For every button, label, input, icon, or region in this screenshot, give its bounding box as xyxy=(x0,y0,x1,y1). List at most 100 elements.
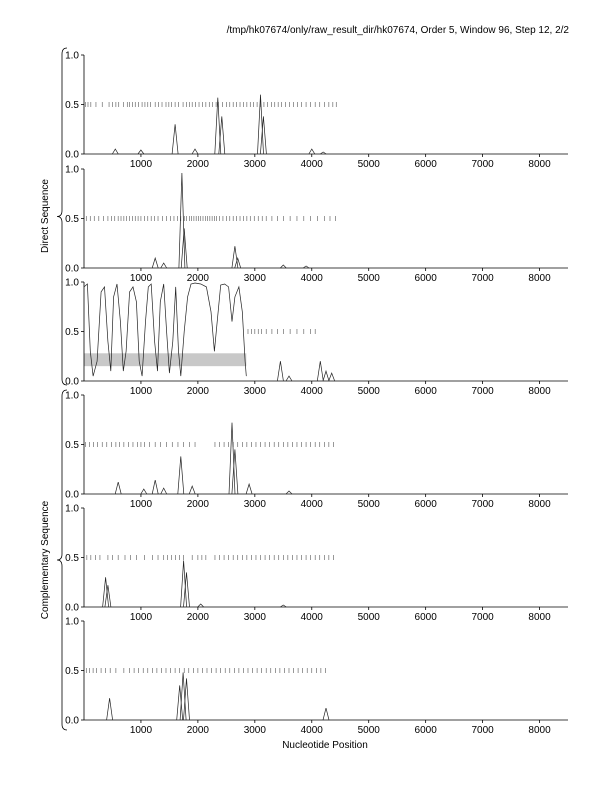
y-tick-label: 1.0 xyxy=(65,504,79,515)
peak xyxy=(140,488,148,495)
x-tick-label: 2000 xyxy=(187,386,210,397)
peak xyxy=(277,361,284,382)
x-tick-label: 3000 xyxy=(244,612,267,623)
x-tick-label: 8000 xyxy=(528,386,551,397)
x-tick-label: 7000 xyxy=(471,612,494,623)
peak xyxy=(328,372,336,382)
y-tick-label: 1.0 xyxy=(65,51,79,62)
x-tick-label: 8000 xyxy=(528,725,551,736)
y-tick-label: 1.0 xyxy=(65,391,79,402)
y-tick-label: 1.0 xyxy=(65,617,79,628)
x-tick-label: 3000 xyxy=(244,273,267,284)
peak xyxy=(160,262,167,269)
peak xyxy=(183,678,190,721)
x-tick-label: 6000 xyxy=(415,725,438,736)
peak xyxy=(151,256,159,269)
peak xyxy=(171,124,179,155)
x-tick-label: 4000 xyxy=(301,725,324,736)
peak xyxy=(160,487,168,495)
peak xyxy=(285,490,293,495)
peak xyxy=(316,361,324,382)
x-tick-label: 7000 xyxy=(471,499,494,510)
x-tick-label: 7000 xyxy=(471,386,494,397)
x-tick-label: 4000 xyxy=(301,612,324,623)
x-tick-label: 8000 xyxy=(528,273,551,284)
x-tick-label: 5000 xyxy=(358,386,381,397)
x-tick-label: 4000 xyxy=(301,273,324,284)
file-header: /tmp/hk07674/only/raw_result_dir/hk07674… xyxy=(226,25,569,36)
peak xyxy=(188,485,196,495)
y-tick-label: 0.5 xyxy=(65,440,79,451)
x-tick-label: 7000 xyxy=(471,725,494,736)
x-tick-label: 7000 xyxy=(471,159,494,170)
peak xyxy=(322,708,330,721)
x-tick-label: 5000 xyxy=(358,273,381,284)
x-tick-label: 6000 xyxy=(415,273,438,284)
y-tick-label: 0.5 xyxy=(65,100,79,111)
y-tick-label: 0.5 xyxy=(65,666,79,677)
peak xyxy=(114,482,122,495)
x-tick-label: 6000 xyxy=(415,159,438,170)
peak xyxy=(197,603,204,608)
y-tick-label: 0.0 xyxy=(65,490,79,501)
peak xyxy=(280,264,287,269)
x-tick-label: 5000 xyxy=(358,499,381,510)
peak xyxy=(320,151,327,155)
x-tick-label: 3000 xyxy=(244,499,267,510)
y-tick-label: 1.0 xyxy=(65,278,79,289)
x-tick-label: 3000 xyxy=(244,386,267,397)
peak xyxy=(302,265,310,269)
x-tick-label: 2000 xyxy=(187,499,210,510)
x-tick-label: 5000 xyxy=(358,159,381,170)
complementary-brace xyxy=(56,389,68,731)
x-tick-label: 6000 xyxy=(415,612,438,623)
y-tick-label: 0.0 xyxy=(65,264,79,275)
peak xyxy=(176,685,184,721)
peak xyxy=(137,149,145,155)
peak xyxy=(308,148,316,155)
y-tick-label: 1.0 xyxy=(65,165,79,176)
y-tick-label: 0.5 xyxy=(65,553,79,564)
direct-brace xyxy=(56,47,68,386)
peak xyxy=(104,585,112,608)
peak xyxy=(231,246,239,269)
y-tick-label: 0.5 xyxy=(65,327,79,338)
peak xyxy=(322,369,330,382)
complementary-sequence-label: Complementary Sequence xyxy=(40,500,51,619)
x-tick-label: 8000 xyxy=(528,159,551,170)
x-tick-label: 2000 xyxy=(187,273,210,284)
x-tick-label: 1000 xyxy=(130,159,153,170)
x-tick-label: 6000 xyxy=(415,386,438,397)
peak xyxy=(285,375,293,382)
x-tick-label: 5000 xyxy=(358,612,381,623)
x-tick-label: 4000 xyxy=(301,499,324,510)
peak xyxy=(218,116,226,155)
profile-line xyxy=(83,282,247,377)
peak xyxy=(280,604,287,608)
peak xyxy=(214,97,222,155)
x-tick-label: 8000 xyxy=(528,612,551,623)
shaded-region xyxy=(84,353,247,367)
x-tick-label: 7000 xyxy=(471,273,494,284)
y-tick-label: 0.5 xyxy=(65,214,79,225)
x-tick-label: 1000 xyxy=(130,612,153,623)
peak xyxy=(106,698,113,721)
y-tick-label: 0.0 xyxy=(65,603,79,614)
peak xyxy=(228,422,236,495)
peak xyxy=(231,449,239,495)
x-tick-label: 2000 xyxy=(187,725,210,736)
peak xyxy=(180,560,187,608)
peak xyxy=(260,116,267,155)
x-tick-label: 3000 xyxy=(244,725,267,736)
x-tick-label: 4000 xyxy=(301,386,324,397)
x-tick-label: 2000 xyxy=(187,159,210,170)
x-tick-label: 6000 xyxy=(415,499,438,510)
x-tick-label: 1000 xyxy=(130,725,153,736)
peak xyxy=(179,672,187,721)
peak xyxy=(191,148,199,155)
peak xyxy=(183,572,190,608)
peak xyxy=(234,256,242,269)
x-tick-label: 3000 xyxy=(244,159,267,170)
x-tick-label: 2000 xyxy=(187,612,210,623)
peak xyxy=(102,577,109,608)
